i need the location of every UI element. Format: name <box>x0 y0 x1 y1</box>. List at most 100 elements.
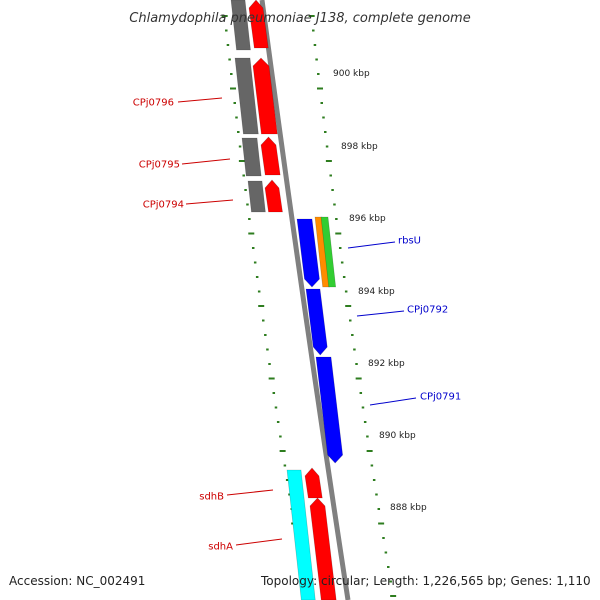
gene-arrow-red <box>309 497 337 600</box>
tick-mark <box>225 29 228 32</box>
tick-mark <box>325 160 332 162</box>
tick-mark <box>238 160 245 162</box>
leader-line <box>356 310 405 317</box>
kbp-label: 894 kbp <box>358 287 395 297</box>
rna-bar-green <box>320 216 337 288</box>
tick-mark <box>315 58 318 61</box>
tick-mark <box>258 305 265 307</box>
tick-mark <box>279 435 282 438</box>
tick-mark <box>340 261 344 264</box>
kbp-label: 900 kbp <box>333 69 370 79</box>
cds-bar-grey <box>234 57 259 135</box>
tick-mark <box>244 189 247 191</box>
tick-mark <box>353 348 356 351</box>
tick-mark <box>390 595 397 597</box>
tick-mark <box>253 261 257 264</box>
tick-mark <box>233 102 236 104</box>
gene-arrow-red <box>252 57 278 135</box>
label-layer: 900 kbp 898 kbp 896 kbp 894 kbp 892 kbp 890 k… <box>133 69 462 553</box>
gene-label-rbsu: rbsU <box>398 236 421 247</box>
kbp-label: 888 kbp <box>390 503 427 513</box>
tick-mark <box>366 450 373 452</box>
tick-mark <box>283 464 287 467</box>
tick-mark <box>317 73 320 75</box>
tick-mark <box>274 406 278 409</box>
tick-mark <box>228 58 231 61</box>
accession-label: Accession: NC_002491 <box>9 574 146 588</box>
cds-bar-cyan <box>286 469 316 600</box>
tick-mark <box>335 218 338 220</box>
tick-mark <box>317 87 324 90</box>
kbp-label: 890 kbp <box>379 431 416 441</box>
tick-mark <box>345 305 352 307</box>
gene-label-sdha: sdhA <box>208 542 233 553</box>
tick-mark <box>257 290 261 293</box>
tick-mark <box>342 276 346 278</box>
tick-mark <box>387 566 390 568</box>
tick-mark <box>230 73 233 75</box>
tick-mark <box>355 363 358 365</box>
cds-bar-grey <box>247 180 266 213</box>
leader-line <box>347 241 396 249</box>
tick-mark <box>384 551 388 554</box>
tick-mark <box>359 392 363 394</box>
tick-mark <box>221 15 228 17</box>
tick-mark <box>382 537 385 539</box>
gene-arrow-blue <box>296 218 320 288</box>
cds-bar-grey <box>230 0 251 51</box>
gene-arrow-red <box>304 467 323 499</box>
kbp-label: 896 kbp <box>349 214 386 224</box>
tick-mark <box>338 247 342 249</box>
tick-mark <box>246 203 249 206</box>
tick-mark <box>242 174 245 177</box>
leader-line <box>226 489 274 496</box>
tick-mark <box>266 348 269 351</box>
tick-mark <box>264 334 267 336</box>
gene-label-cpj0796: CPj0796 <box>133 98 174 109</box>
tick-mark <box>285 479 289 481</box>
tick-mark <box>389 580 392 583</box>
kbp-label: 898 kbp <box>341 142 378 152</box>
tick-mark <box>320 102 323 104</box>
tick-mark <box>226 44 230 46</box>
tick-mark <box>355 377 362 380</box>
cds-bar-grey <box>241 137 262 177</box>
tick-mark <box>370 464 374 467</box>
tick-mark <box>238 145 242 148</box>
tick-mark <box>363 421 367 423</box>
tick-mark <box>378 522 385 525</box>
tick-mark <box>255 276 259 278</box>
leader-line <box>177 97 223 103</box>
tick-mark <box>272 392 276 394</box>
tick-mark <box>351 334 354 336</box>
leader-line <box>369 397 417 406</box>
gene-label-sdhb: sdhB <box>199 492 224 503</box>
tick-mark <box>329 174 332 177</box>
tick-mark <box>248 232 255 235</box>
tick-mark <box>235 116 238 119</box>
leader-line <box>181 158 231 165</box>
gene-label-cpj0791: CPj0791 <box>420 392 461 403</box>
tick-mark <box>361 406 365 409</box>
tick-mark <box>237 131 240 133</box>
tick-mark <box>366 435 369 438</box>
tick-mark <box>344 290 348 293</box>
feature-track <box>230 0 351 600</box>
leader-line <box>185 199 234 205</box>
tick-mark <box>268 363 271 365</box>
tick-mark <box>276 421 280 423</box>
tick-mark <box>377 508 381 510</box>
map-title: Chlamydophila pneumoniae J138, complete … <box>129 11 470 26</box>
tick-mark <box>261 319 265 322</box>
tick-mark <box>325 145 329 148</box>
tick-mark <box>333 203 336 206</box>
gene-arrow-red <box>248 0 269 49</box>
tick-mark <box>372 479 376 481</box>
tick-mark <box>268 377 275 380</box>
gene-arrow-blue <box>305 288 328 356</box>
tick-mark <box>251 247 255 249</box>
leader-line <box>235 538 283 546</box>
tick-mark <box>324 131 327 133</box>
kbp-label: 892 kbp <box>368 359 405 369</box>
tick-mark <box>312 29 315 32</box>
